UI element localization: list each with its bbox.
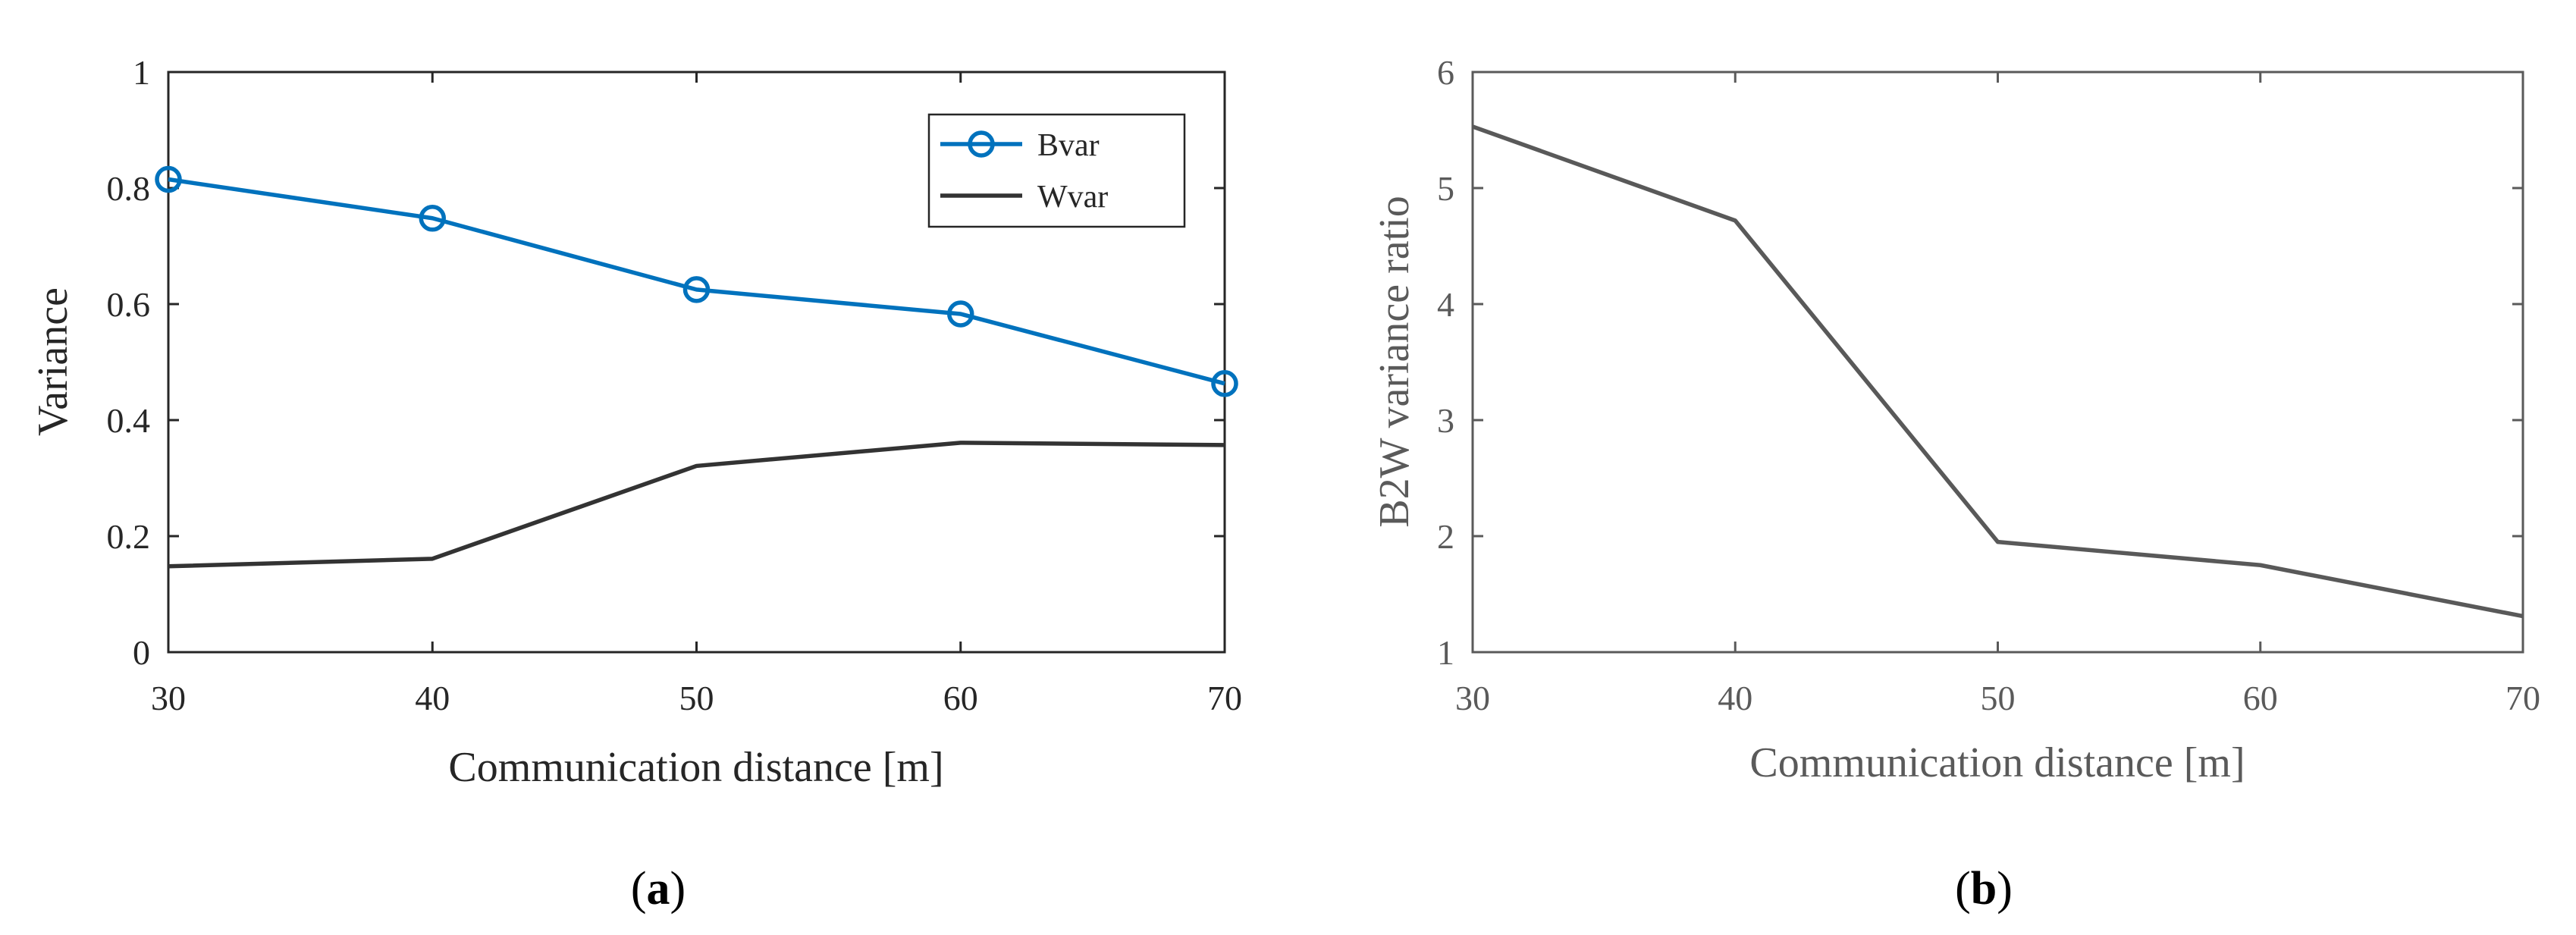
panel-a-x-axis-title: Communication distance [m] bbox=[448, 744, 943, 791]
data-point-bvar bbox=[1211, 370, 1238, 397]
panel-a-x-tick-labels: 30 40 50 60 70 bbox=[151, 679, 1242, 717]
y-tick-label: 6 bbox=[1437, 53, 1454, 92]
y-tick-label: 3 bbox=[1437, 401, 1454, 440]
data-point-bvar bbox=[155, 165, 182, 193]
panel-a-caption: (a) bbox=[631, 863, 686, 915]
x-tick-label: 70 bbox=[2505, 679, 2540, 717]
x-tick-label: 60 bbox=[943, 679, 978, 717]
x-tick-label: 50 bbox=[1981, 679, 2016, 717]
data-point-bvar bbox=[419, 205, 446, 232]
y-tick-label: 1 bbox=[1437, 633, 1454, 672]
panel-b-caption-letter: b bbox=[1971, 863, 1997, 915]
panel-b-caption: (b) bbox=[1955, 863, 2013, 915]
y-tick-label: 0.2 bbox=[107, 517, 151, 556]
series-line-wvar bbox=[168, 441, 1225, 569]
panel-b-x-tick-labels: 30 40 50 60 70 bbox=[1455, 679, 2540, 717]
panel-b-x-axis-title: Communication distance [m] bbox=[1749, 739, 2245, 786]
x-tick-label: 40 bbox=[415, 679, 450, 717]
x-tick-label: 70 bbox=[1207, 679, 1242, 717]
panel-a-series bbox=[155, 165, 1238, 569]
panel-a-legend: Bvar Wvar bbox=[927, 113, 1186, 228]
data-point-bvar bbox=[947, 300, 974, 328]
legend-bvar-label: Bvar bbox=[1037, 128, 1100, 163]
panel-b-y-tick-labels: 1 2 3 4 5 6 bbox=[1437, 53, 1454, 672]
panel-b-chart: 30 40 50 60 70 1 2 3 4 5 6 Communication distance… bbox=[1371, 53, 2540, 915]
x-tick-label: 30 bbox=[151, 679, 186, 717]
panel-b-ticks bbox=[1471, 71, 2524, 654]
panel-a-caption-letter: a bbox=[647, 863, 670, 915]
y-tick-label: 5 bbox=[1437, 169, 1454, 208]
legend-bvar-marker-icon bbox=[968, 130, 995, 158]
panel-b-y-axis-title: B2W variance ratio bbox=[1371, 196, 1418, 527]
y-tick-label: 0.6 bbox=[107, 285, 151, 324]
panel-a-chart: 30 40 50 60 70 0 0.2 0.4 0.6 0.8 1 Communication … bbox=[30, 53, 1242, 915]
x-tick-label: 50 bbox=[679, 679, 714, 717]
y-tick-label: 2 bbox=[1437, 517, 1454, 556]
legend-box bbox=[927, 113, 1186, 228]
y-tick-label: 0 bbox=[133, 633, 150, 672]
x-tick-label: 40 bbox=[1718, 679, 1752, 717]
series-line-bvar bbox=[168, 177, 1225, 386]
panel-b-plot-area bbox=[1471, 71, 2524, 654]
y-tick-label: 1 bbox=[133, 53, 150, 92]
x-tick-label: 60 bbox=[2243, 679, 2278, 717]
data-point-bvar bbox=[682, 276, 711, 303]
y-tick-label: 4 bbox=[1437, 285, 1454, 324]
legend-wvar-label: Wvar bbox=[1037, 180, 1108, 215]
panel-a-y-tick-labels: 0 0.2 0.4 0.6 0.8 1 bbox=[107, 53, 151, 672]
x-tick-label: 30 bbox=[1455, 679, 1490, 717]
y-tick-label: 0.4 bbox=[107, 401, 151, 440]
y-tick-label: 0.8 bbox=[107, 169, 151, 208]
panel-b-series bbox=[1472, 124, 2524, 619]
series-line-b2w-variance-ratio bbox=[1472, 124, 2524, 619]
panel-a-y-axis-title: Variance bbox=[30, 287, 77, 436]
